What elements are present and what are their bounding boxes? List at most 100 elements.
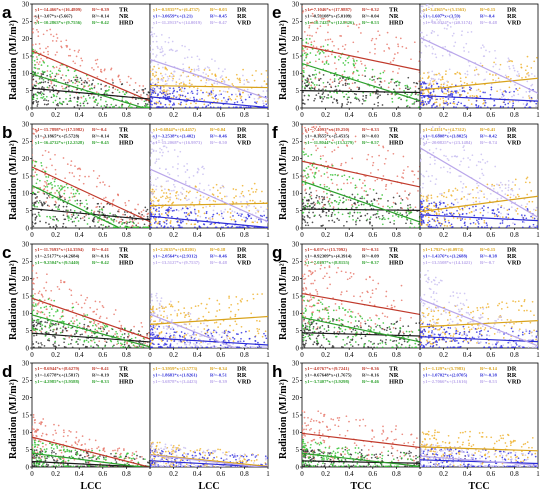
data-point-VRD <box>151 148 153 151</box>
data-point-TR <box>34 128 37 131</box>
data-point-VRD <box>170 48 173 51</box>
data-point-TR <box>58 67 61 70</box>
data-point-VRD <box>150 140 153 143</box>
data-point-DR <box>150 315 153 318</box>
data-point-TR <box>32 446 34 449</box>
x-tick-label: 0.4 <box>75 470 84 478</box>
data-point-DR <box>235 323 238 326</box>
data-point-VRD <box>214 449 217 452</box>
data-point-DR <box>195 334 198 336</box>
data-point-TR <box>94 439 97 442</box>
data-point-DR <box>253 182 256 185</box>
data-point-HRD <box>60 315 63 318</box>
data-point-TR <box>321 17 323 20</box>
data-point-VRD <box>150 142 152 144</box>
data-point-VRD <box>196 55 199 58</box>
data-point-HRD <box>121 96 124 99</box>
data-point-NR <box>362 98 364 101</box>
data-point-TR <box>97 66 99 68</box>
x-tick-label: 0.2 <box>51 111 60 119</box>
data-point-TR <box>42 51 45 54</box>
equation-DR: y1=-3.3959*x+(3.5773) <box>153 366 198 371</box>
data-point-VRD <box>203 189 205 191</box>
data-point-HRD <box>35 304 37 307</box>
data-point-NR <box>377 93 379 95</box>
data-point-HRD <box>65 98 67 100</box>
data-point-RR <box>160 225 163 227</box>
data-point-VRD <box>189 97 192 99</box>
data-point-HRD <box>358 74 360 77</box>
data-point-NR <box>133 215 135 217</box>
data-point-DR <box>202 206 204 209</box>
data-point-TR <box>398 87 401 90</box>
data-point-VRD <box>234 454 236 457</box>
data-point-DR <box>165 192 168 194</box>
data-point-DR <box>232 329 235 332</box>
data-point-VRD <box>189 460 192 463</box>
data-point-NR <box>46 465 49 467</box>
data-point-HRD <box>44 455 46 458</box>
data-point-NR <box>55 104 58 106</box>
data-point-VRD <box>223 465 226 467</box>
data-point-NR <box>91 82 94 85</box>
data-point-NR <box>76 465 79 467</box>
data-point-HRD <box>110 217 112 220</box>
data-point-TR <box>129 218 131 221</box>
data-point-DR <box>212 89 215 92</box>
data-point-NR <box>71 346 74 348</box>
data-point-DR <box>189 449 192 452</box>
data-point-NR <box>106 216 109 219</box>
data-point-HRD <box>61 320 64 323</box>
data-point-TR <box>310 41 313 44</box>
data-point-HRD <box>317 50 320 52</box>
data-point-RR <box>159 106 161 108</box>
data-point-NR <box>32 214 34 217</box>
data-point-RR <box>215 226 218 228</box>
data-point-HRD <box>116 332 118 335</box>
data-point-RR <box>170 106 172 108</box>
data-point-NR <box>364 75 367 77</box>
data-point-DR <box>258 328 261 331</box>
data-point-TR <box>53 66 55 69</box>
data-point-HRD <box>122 90 124 93</box>
data-point-VRD <box>226 458 228 461</box>
data-point-VRD <box>154 70 157 73</box>
data-point-NR <box>95 458 98 460</box>
data-point-DR <box>232 84 235 87</box>
data-point-DR <box>192 74 195 77</box>
data-point-VRD <box>176 95 178 98</box>
data-point-RR <box>181 226 183 228</box>
data-point-NR <box>34 327 37 330</box>
data-point-VRD <box>177 198 180 200</box>
data-point-RR <box>190 90 193 93</box>
data-point-VRD <box>224 68 226 70</box>
data-point-HRD <box>37 440 40 443</box>
data-point-RR <box>159 102 162 104</box>
data-point-NR <box>40 342 42 344</box>
data-point-HRD <box>43 448 46 451</box>
data-point-NR <box>43 103 46 106</box>
data-point-NR <box>56 218 58 221</box>
data-point-TR <box>77 51 80 53</box>
data-point-NR <box>33 449 36 452</box>
data-point-DR <box>251 221 254 224</box>
data-point-DR <box>264 330 267 333</box>
r2-HRD: R²=-0.42 <box>92 260 110 265</box>
data-point-NR <box>38 346 40 348</box>
data-point-DR <box>255 70 257 72</box>
data-point-VRD <box>157 87 160 90</box>
data-point-NR <box>32 343 35 345</box>
data-point-VRD <box>166 315 168 317</box>
data-point-TR <box>341 73 344 76</box>
data-point-TR <box>104 196 107 199</box>
data-point-NR <box>146 208 149 211</box>
data-point-HRD <box>73 220 76 223</box>
data-point-HRD <box>309 88 312 90</box>
data-point-HRD <box>406 84 408 87</box>
x-tick-label: 0.4 <box>75 111 84 119</box>
data-point-TR <box>39 454 41 457</box>
data-point-HRD <box>87 464 89 467</box>
data-point-DR <box>163 192 165 194</box>
data-point-HRD <box>406 93 409 96</box>
data-point-DR <box>228 295 230 298</box>
